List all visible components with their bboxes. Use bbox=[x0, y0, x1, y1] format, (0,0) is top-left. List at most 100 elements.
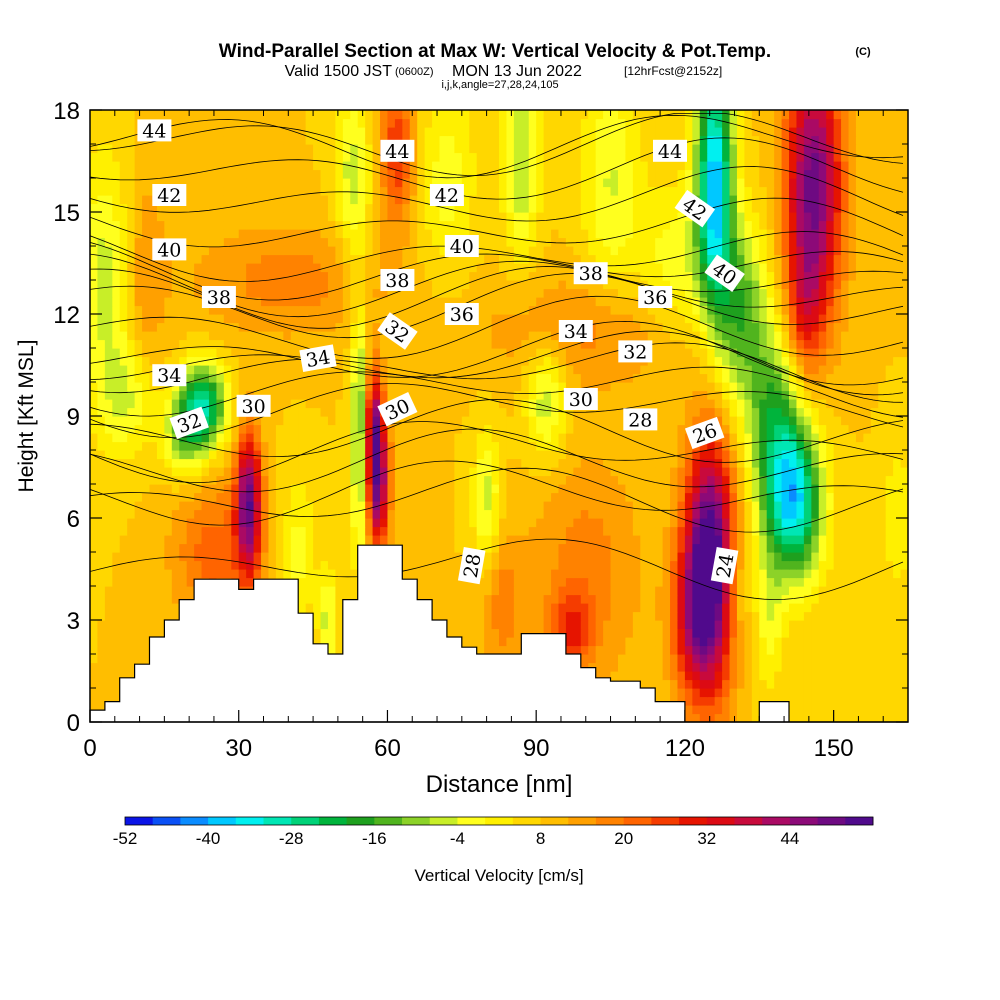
heatmap-cell bbox=[893, 543, 902, 553]
heatmap-cell bbox=[707, 348, 716, 358]
heatmap-cell bbox=[848, 543, 857, 553]
heatmap-cell bbox=[171, 390, 180, 400]
heatmap-cell bbox=[380, 356, 389, 366]
heatmap-cell bbox=[543, 526, 552, 536]
heatmap-cell bbox=[476, 518, 485, 528]
heatmap-cell bbox=[246, 467, 255, 477]
heatmap-cell bbox=[900, 543, 908, 553]
heatmap-cell bbox=[142, 620, 151, 630]
heatmap-cell bbox=[305, 339, 314, 349]
heatmap-cell bbox=[283, 501, 292, 511]
heatmap-cell bbox=[253, 365, 262, 375]
heatmap-cell bbox=[320, 594, 329, 604]
heatmap-cell bbox=[461, 348, 470, 358]
heatmap-cell bbox=[246, 356, 255, 366]
heatmap-cell bbox=[580, 441, 589, 451]
heatmap-cell bbox=[655, 620, 664, 630]
heatmap-cell bbox=[484, 518, 493, 528]
heatmap-cell bbox=[751, 365, 760, 375]
heatmap-cell bbox=[699, 416, 708, 426]
heatmap-cell bbox=[722, 509, 731, 519]
heatmap-cell bbox=[551, 484, 560, 494]
heatmap-cell bbox=[409, 382, 418, 392]
heatmap-cell bbox=[662, 467, 671, 477]
heatmap-cell bbox=[848, 628, 857, 638]
heatmap-cell bbox=[803, 475, 812, 485]
heatmap-cell bbox=[305, 492, 314, 502]
heatmap-cell bbox=[558, 441, 567, 451]
heatmap-cell bbox=[194, 399, 203, 409]
heatmap-cell bbox=[387, 475, 396, 485]
heatmap-cell bbox=[655, 577, 664, 587]
heatmap-cell bbox=[275, 518, 284, 528]
heatmap-cell bbox=[781, 450, 790, 460]
heatmap-cell bbox=[313, 390, 322, 400]
heatmap-cell bbox=[484, 611, 493, 621]
heatmap-cell bbox=[833, 509, 842, 519]
heatmap-cell bbox=[208, 399, 218, 409]
heatmap-cell bbox=[744, 441, 753, 451]
heatmap-cell bbox=[543, 569, 552, 579]
heatmap-cell bbox=[662, 611, 671, 621]
heatmap-cell bbox=[439, 543, 448, 553]
heatmap-cell bbox=[142, 543, 151, 553]
heatmap-cell bbox=[446, 407, 455, 417]
heatmap-cell bbox=[380, 424, 389, 434]
heatmap-cell bbox=[417, 467, 426, 477]
heatmap-cell bbox=[803, 399, 812, 409]
heatmap-cell bbox=[796, 467, 805, 477]
heatmap-cell bbox=[290, 484, 299, 494]
heatmap-cell bbox=[863, 441, 872, 451]
heatmap-cell bbox=[744, 713, 753, 722]
heatmap-cell bbox=[208, 348, 218, 358]
heatmap-cell bbox=[127, 450, 136, 460]
heatmap-cell bbox=[127, 382, 136, 392]
heatmap-cell bbox=[446, 339, 455, 349]
heatmap-cell bbox=[610, 671, 619, 681]
heatmap-cell bbox=[610, 569, 619, 579]
heatmap-cell bbox=[684, 543, 693, 553]
heatmap-cell bbox=[855, 713, 864, 722]
heatmap-cell bbox=[565, 424, 574, 434]
heatmap-cell bbox=[632, 501, 641, 511]
heatmap-cell bbox=[536, 458, 545, 468]
heatmap-cell bbox=[127, 543, 136, 553]
heatmap-cell bbox=[826, 433, 835, 443]
heatmap-cell bbox=[417, 433, 426, 443]
heatmap-cell bbox=[484, 399, 493, 409]
heatmap-cell bbox=[870, 407, 879, 417]
heatmap-cell bbox=[112, 620, 121, 630]
heatmap-cell bbox=[714, 458, 723, 468]
heatmap-cell bbox=[208, 543, 218, 553]
heatmap-cell bbox=[885, 577, 894, 587]
heatmap-cell bbox=[811, 645, 820, 655]
heatmap-cell bbox=[238, 492, 247, 502]
heatmap-cell bbox=[781, 535, 790, 545]
heatmap-cell bbox=[818, 339, 827, 349]
heatmap-cell bbox=[684, 696, 693, 706]
heatmap-cell bbox=[186, 373, 195, 383]
heatmap-cell bbox=[855, 416, 864, 426]
heatmap-cell bbox=[863, 407, 872, 417]
heatmap-cell bbox=[848, 339, 857, 349]
heatmap-cell bbox=[766, 611, 775, 621]
heatmap-cell bbox=[290, 433, 299, 443]
heatmap-cell bbox=[104, 577, 113, 587]
heatmap-cell bbox=[714, 356, 723, 366]
heatmap-cell bbox=[201, 390, 210, 400]
heatmap-cell bbox=[104, 356, 113, 366]
heatmap-cell bbox=[461, 577, 470, 587]
heatmap-cell bbox=[446, 560, 455, 570]
heatmap-cell bbox=[298, 501, 307, 511]
heatmap-cell bbox=[870, 458, 879, 468]
heatmap-cell bbox=[670, 450, 679, 460]
heatmap-cell bbox=[417, 348, 426, 358]
heatmap-cell bbox=[97, 331, 106, 341]
heatmap-cell bbox=[588, 577, 597, 587]
heatmap-cell bbox=[617, 501, 627, 511]
heatmap-cell bbox=[863, 365, 872, 375]
heatmap-cell bbox=[223, 441, 232, 451]
heatmap-cell bbox=[863, 501, 872, 511]
heatmap-cell bbox=[632, 467, 641, 477]
heatmap-cell bbox=[551, 552, 560, 562]
